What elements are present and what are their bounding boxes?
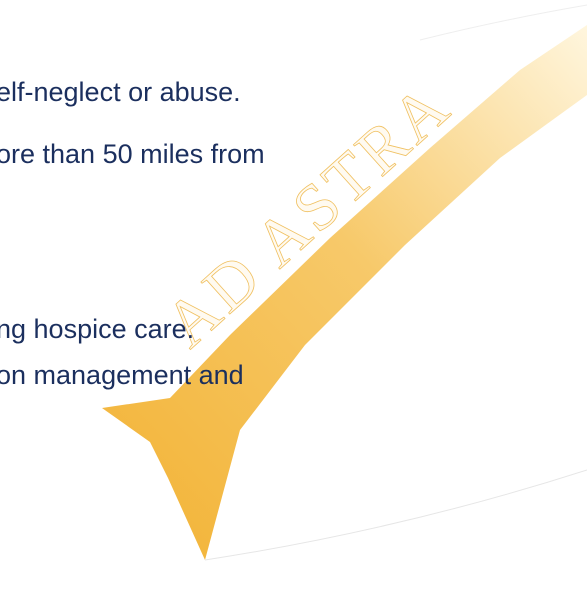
slide: AD ASTRA elf-neglect or abuse. ore than …: [0, 0, 587, 591]
text-line: elf-neglect or abuse.: [0, 79, 241, 106]
ribbon-edge: [420, 5, 587, 40]
text-line: ng hospice care.: [0, 316, 194, 343]
text-line: on management and: [0, 362, 244, 389]
text-line: ore than 50 miles from: [0, 141, 265, 168]
ribbon-edge: [205, 470, 587, 560]
